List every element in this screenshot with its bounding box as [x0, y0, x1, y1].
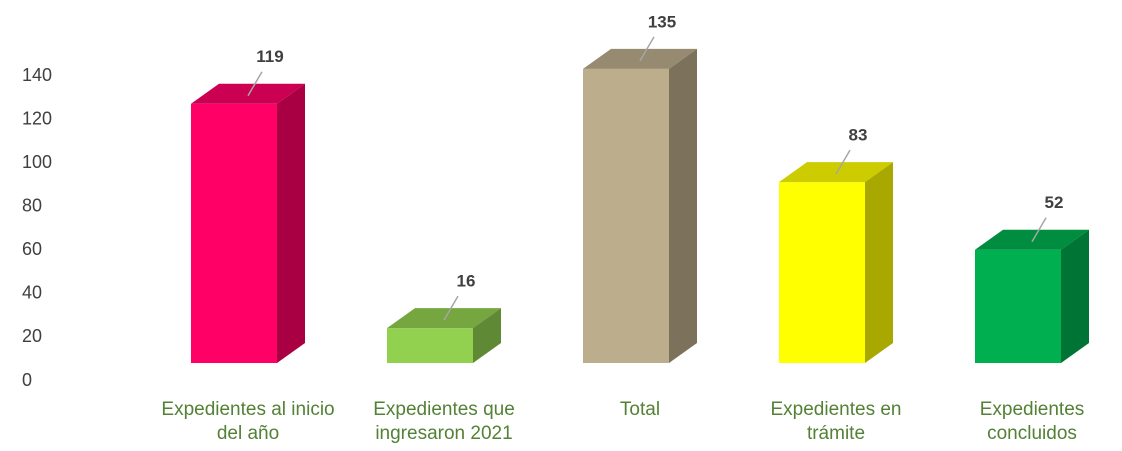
bar-front — [779, 182, 865, 363]
x-tick-label: Total — [619, 399, 661, 420]
x-tick-label: Expedientes en trámite — [770, 399, 902, 444]
leader-line — [1031, 217, 1047, 243]
leader-line — [247, 71, 263, 97]
bar-front — [975, 249, 1061, 363]
x-tick-label-box: Total — [619, 399, 661, 420]
bar-top — [583, 48, 697, 69]
value-label: 135 — [648, 12, 676, 31]
bar-front — [583, 68, 669, 364]
bar-side — [669, 48, 697, 364]
bar — [583, 48, 697, 364]
value-label: 52 — [1045, 193, 1064, 212]
y-tick-label: 80 — [22, 195, 42, 215]
y-tick-label: 140 — [22, 65, 52, 85]
x-tick-label-box: Expedientes al inicio del año — [161, 399, 335, 444]
bar-front — [191, 103, 277, 363]
y-tick-label: 0 — [22, 370, 32, 390]
value-label: 83 — [849, 126, 868, 145]
x-tick-label-box: Expedientes en trámite — [770, 399, 902, 444]
value-label: 16 — [457, 272, 476, 291]
y-tick-label: 60 — [22, 239, 42, 259]
x-tick-label-box: Expedientes que ingresaron 2021 — [373, 399, 515, 444]
x-tick-label-box: Expedientes concluidos — [979, 399, 1085, 444]
bar-side — [865, 162, 893, 363]
bar-side — [1061, 229, 1089, 363]
value-label: 119 — [256, 47, 283, 66]
x-tick-label: Expedientes que ingresaron 2021 — [373, 399, 515, 444]
bar — [191, 83, 305, 363]
y-tick-label: 100 — [22, 152, 52, 172]
leader-line — [835, 149, 851, 175]
bar-front — [387, 328, 473, 363]
bar-side — [277, 83, 305, 363]
leader-line — [639, 36, 655, 62]
y-tick-label: 20 — [22, 326, 42, 346]
y-tick-label: 120 — [22, 108, 52, 128]
bar-top — [779, 162, 893, 183]
bar — [387, 308, 501, 363]
bar — [779, 162, 893, 363]
bar-side — [473, 308, 501, 363]
bar-top — [191, 83, 305, 104]
bar-top — [975, 229, 1089, 250]
leader-line — [443, 295, 459, 321]
y-tick-label: 40 — [22, 283, 42, 303]
bar — [975, 229, 1089, 363]
bar-top — [387, 308, 501, 329]
x-tick-label: Expedientes concluidos — [979, 399, 1085, 444]
x-tick-label: Expedientes al inicio del año — [161, 399, 335, 444]
